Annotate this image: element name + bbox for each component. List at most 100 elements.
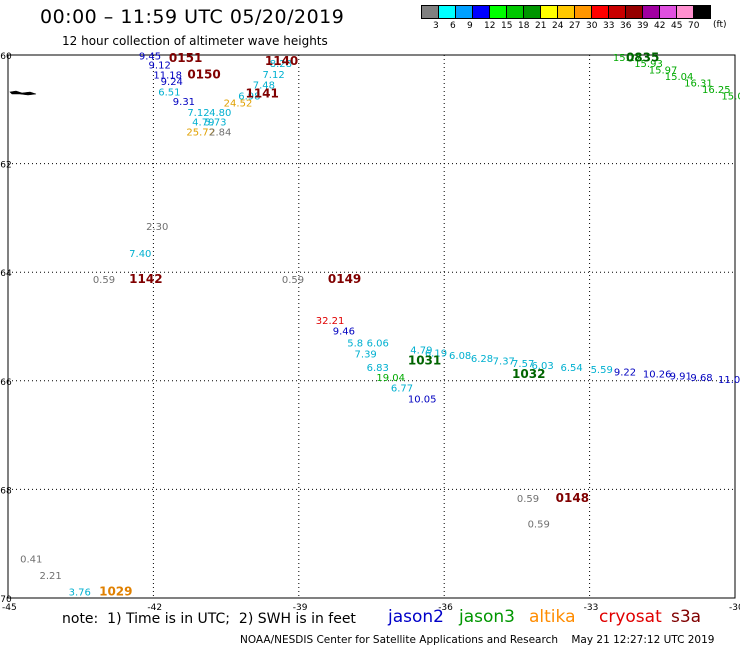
wave-height-label: 0.59 [517,494,539,505]
wave-height-label: 7.37 [493,357,515,368]
wave-height-label: 2.30 [146,222,168,233]
wave-height-label: 7.48 [253,81,275,92]
scale-swatch [693,5,711,19]
scale-tick-label: 21 [535,21,547,31]
scale-unit: (ft) [713,20,727,30]
longitude-tick-label: -33 [584,603,599,613]
wave-height-label: 9.45 [139,51,161,62]
wave-height-label: 7.40 [129,249,151,260]
pass-time-label: 1029 [99,584,132,598]
pass-time-label: 1141 [245,86,278,100]
wave-height-label: 6.03 [531,361,553,372]
wave-height-label: 9.12 [149,61,171,72]
wave-height-label: 5.59 [591,365,613,376]
wave-height-label: 6.28 [471,354,493,365]
scale-swatch: 12 [472,5,495,31]
wave-height-color-scale: 3 6 9 12 15 18 21 24 27 30 33 36 39 42 45 70 [421,5,711,31]
scale-swatch: 33 [591,5,614,31]
pass-time-label: 0150 [187,67,220,81]
satellite-legend-jason3: jason3 [459,607,515,627]
latitude-tick-label: -68 [0,486,12,496]
wave-height-label: 11.07 [718,375,740,386]
longitude-tick-label: -45 [2,603,17,613]
wave-height-label: 4.79 [192,118,214,129]
satellite-legend-altika: altika [529,607,576,627]
longitude-tick-label: -30 [729,603,740,613]
latitude-tick-label: -62 [0,161,12,171]
wave-height-label: 7.12 [187,108,209,119]
scale-tick-label: 12 [484,21,496,31]
scale-tick-label: 27 [569,21,581,31]
satellite-legend-s3a: s3a [671,607,702,627]
wave-height-label: 9.31 [173,97,195,108]
wave-height-label: 5.8 [347,339,363,350]
pass-time-label: 0835 [626,51,659,65]
scale-tick-label: 33 [603,21,615,31]
map-subtitle: 12 hour collection of altimeter wave hei… [62,34,328,48]
longitude-tick-label: -42 [147,603,162,613]
scale-tick-label: 45 [671,21,683,31]
scale-tick-label: 15 [501,21,513,31]
footer-note: note: 1) Time is in UTC; 2) SWH is in fe… [62,611,356,627]
wave-height-label: 6.51 [158,88,180,99]
scale-tick-label: 18 [518,21,530,31]
scale-tick-label: 6 [450,21,456,31]
latitude-tick-label: -60 [0,52,12,62]
wave-height-label: 3.76 [69,587,91,598]
wave-height-label: 8.28 [270,59,292,70]
longitude-tick-label: -36 [438,603,453,613]
wave-height-label: 10.26 [643,370,672,381]
wave-height-label: 6.54 [561,363,583,374]
latitude-tick-label: -66 [0,378,12,388]
wave-height-label: 15.93 [634,59,663,70]
pass-time-label: 0148 [556,491,589,505]
wave-height-label: 9.22 [614,367,636,378]
island-outline [9,90,37,96]
wave-height-label: 6.19 [425,348,447,359]
pass-time-label: 0151 [169,51,202,65]
wave-height-label: 7.12 [262,70,284,81]
wave-height-label: 19.04 [376,373,405,384]
latitude-tick-label: -70 [0,595,12,605]
scale-tick-label: 42 [654,21,666,31]
wave-height-label: 15.04 [721,92,740,103]
wave-height-label: 6.77 [391,384,413,395]
wave-height-label: 15.27 [613,53,642,64]
scale-tick-label: 3 [433,21,439,31]
wave-height-label: 9.24 [161,77,183,88]
satellite-legend-cryosat: cryosat [599,607,662,627]
scale-tick-label: 24 [552,21,564,31]
scale-tick-label: 9 [467,21,473,31]
wave-height-label: 6.06 [367,339,389,350]
wave-height-label: 9.68 [690,373,712,384]
wave-height-label: 0.59 [528,519,550,530]
scale-swatch: 24 [540,5,563,31]
wave-height-label: 25.72 [186,127,215,138]
wave-height-label: 15.04 [665,72,694,83]
wave-height-label: 9.91 [670,372,692,383]
wave-height-label: 4.79 [410,346,432,357]
wave-height-label: 6.08 [449,351,471,362]
wave-height-label: 7.39 [355,349,377,360]
scale-tick-label: 39 [637,21,649,31]
pass-time-label: 0149 [328,272,361,286]
map-frame [7,54,736,599]
pass-time-label: 1032 [512,367,545,381]
pass-time-label: 1140 [265,54,298,68]
longitude-tick-label: -39 [293,603,308,613]
satellite-legend-jason2: jason2 [388,607,444,627]
scale-tick-label: 36 [620,21,632,31]
scale-tick-label: 30 [586,21,598,31]
wave-height-label: 7.57 [512,359,534,370]
wave-height-label: 10.05 [408,395,437,406]
wave-height-label: 16.31 [684,78,713,89]
wave-height-label: 32.21 [316,316,345,327]
scale-swatch: 39 [625,5,648,31]
footer-credit: NOAA/NESDIS Center for Satellite Applica… [240,634,715,646]
wave-height-label: 2.84 [209,127,231,138]
wave-height-label: 6.98 [238,92,260,103]
latitude-tick-label: -64 [0,269,12,279]
wave-height-label: 4.80 [209,108,231,119]
scale-swatch: 6 [438,5,456,31]
